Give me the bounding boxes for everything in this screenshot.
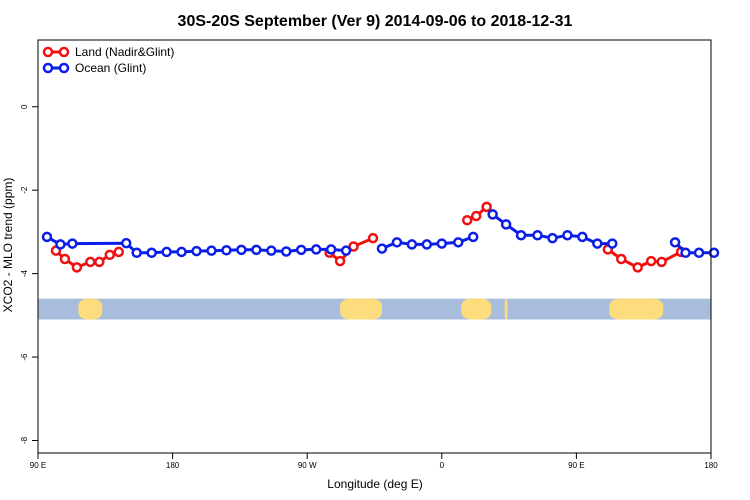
series-1-point-0-12: [251, 244, 262, 256]
series-1-point-2-0: [487, 209, 498, 220]
chart-title: 30S-20S September (Ver 9) 2014-09-06 to …: [178, 13, 573, 30]
series-1-point-0-3: [120, 237, 132, 249]
series-1-point-3-1: [680, 247, 691, 259]
series-0-point-3-1: [616, 253, 627, 265]
series-1-point-0-9: [206, 245, 217, 256]
series-1: [41, 209, 720, 259]
series-0-point-0-2: [71, 262, 83, 273]
series-1-point-2-4: [547, 232, 558, 244]
land-region-0: [78, 298, 103, 320]
land-region-4: [609, 298, 664, 320]
series-1-point-0-10: [221, 245, 232, 256]
series-0: [50, 201, 687, 273]
series-1-point-2-6: [577, 231, 588, 243]
series-1-point-2-1: [500, 219, 512, 230]
y-tick-label-4: -8: [20, 436, 29, 444]
land-region-2: [461, 298, 492, 320]
series-0-point-1-3: [367, 232, 379, 244]
x-tick-label-5: 180: [704, 461, 718, 470]
x-tick-label-0: 90 E: [30, 461, 46, 470]
series-0-point-0-5: [104, 249, 116, 261]
series-1-point-1-2: [406, 239, 418, 250]
x-axis-label: Longitude (deg E): [327, 477, 422, 491]
x-tick-label-2: 90 W: [298, 461, 317, 470]
legend-label-1: Ocean (Glint): [75, 61, 146, 75]
series-0-point-3-2: [632, 262, 643, 273]
legend: Land (Nadir&Glint) Ocean (Glint): [42, 45, 174, 75]
series-1-point-1-4: [436, 238, 448, 249]
series-1-point-0-4: [131, 247, 142, 259]
series-1-point-3-2: [693, 247, 705, 259]
series-0-point-1-2: [348, 241, 359, 252]
legend-marker-left-1: [42, 62, 54, 74]
series-1-point-2-8: [607, 238, 618, 249]
land-region-3: [504, 298, 508, 320]
series-1-point-1-5: [453, 237, 464, 248]
series-1-point-1-3: [421, 239, 433, 250]
x-tick-label-1: 180: [166, 461, 180, 470]
series-1-point-0-8: [191, 245, 202, 257]
series-1-point-0-2: [67, 238, 78, 249]
legend-marker-right-1: [58, 62, 70, 74]
series-1-point-1-6: [467, 231, 479, 243]
series-0-point-1-1: [334, 255, 346, 267]
series-1-point-0-7: [176, 246, 187, 258]
plot-frame: [37, 39, 712, 454]
series-1-point-0-18: [340, 245, 352, 256]
series-1-point-0-14: [281, 246, 292, 257]
series-1-point-3-0: [669, 237, 681, 248]
series-1-point-1-0: [376, 243, 388, 254]
series-0-point-2-2: [481, 201, 492, 213]
series-0-point-2-0: [461, 214, 473, 226]
series-1-point-0-13: [266, 245, 277, 256]
series-0-point-0-3: [85, 256, 96, 268]
series-1-point-0-17: [325, 244, 337, 255]
series-1-point-0-6: [161, 246, 172, 258]
y-tick-label-2: -4: [20, 270, 29, 278]
series-1-point-0-16: [310, 244, 322, 255]
series-1-point-0-5: [146, 247, 157, 259]
land-sea-band: [38, 298, 711, 320]
series-0-point-3-3: [645, 255, 657, 267]
series-1-point-2-7: [592, 238, 603, 249]
series-1-point-3-3: [708, 247, 720, 259]
series-1-point-0-15: [295, 244, 307, 256]
y-tick-label-1: -2: [20, 186, 29, 194]
series-1-point-1-1: [391, 237, 403, 248]
series-1-line-3: [674, 241, 714, 255]
land-region-1: [340, 298, 382, 320]
y-axis: 0 -2 -4 -6 -8: [20, 104, 38, 444]
series-1-point-2-5: [562, 229, 573, 241]
y-tick-label-3: -6: [20, 353, 29, 361]
series-1-point-0-1: [55, 239, 66, 250]
legend-marker-left-0: [42, 46, 54, 58]
series-1-point-0-11: [236, 244, 247, 256]
series-0-point-2-1: [470, 210, 482, 222]
series-0-point-0-1: [59, 253, 71, 265]
series-layer: [41, 201, 720, 273]
x-axis: 90 E 180 90 W 0 90 E 180: [30, 453, 718, 470]
legend-marker-right-0: [58, 46, 70, 58]
legend-label-0: Land (Nadir&Glint): [75, 45, 174, 59]
series-1-point-2-3: [532, 229, 543, 241]
series-0-point-0-4: [94, 256, 105, 268]
series-1-point-2-2: [515, 229, 527, 241]
x-tick-label-3: 0: [440, 461, 445, 470]
series-0-point-0-6: [113, 246, 125, 258]
y-tick-label-0: 0: [20, 104, 29, 109]
y-axis-label: XCO2 - MLO trend (ppm): [1, 178, 15, 313]
series-1-point-0-0: [41, 231, 53, 243]
x-tick-label-4: 90 E: [568, 461, 584, 470]
series-0-point-3-4: [656, 256, 667, 268]
